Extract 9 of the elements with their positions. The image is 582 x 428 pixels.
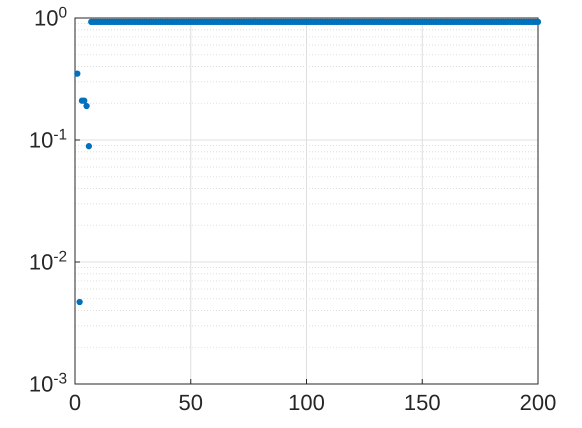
- x-tick-label: 200: [520, 390, 556, 415]
- x-tick-label: 100: [288, 390, 325, 415]
- x-tick-label: 50: [178, 390, 203, 415]
- y-tick-label: 10$^{-1}$: [28, 126, 67, 153]
- y-tick-label: 10$^{0}$: [34, 4, 67, 31]
- x-tick-label: 0: [68, 390, 82, 415]
- y-tick-label: 10$^{-3}$: [28, 370, 67, 397]
- y-tick-label: 10$^{-2}$: [28, 248, 67, 275]
- x-tick-label: 150: [404, 390, 441, 415]
